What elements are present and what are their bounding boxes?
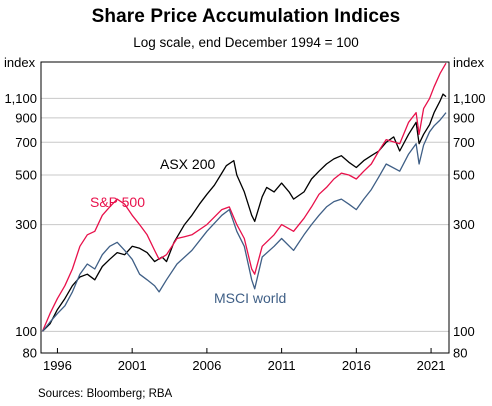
- y-tick-left-700: 700: [15, 135, 37, 150]
- chart-title: Share Price Accumulation Indices: [91, 6, 401, 27]
- y-tick-right-1100: 1,100: [453, 91, 486, 106]
- x-tick-label-2006: 2006: [192, 358, 221, 373]
- series-label-asx: ASX 200: [160, 156, 215, 172]
- x-tick-label-2016: 2016: [342, 358, 371, 373]
- chart-source: Sources: Bloomberg; RBA: [38, 388, 173, 400]
- y-tick-left-300: 300: [15, 217, 37, 232]
- y-tick-left-500: 500: [15, 167, 37, 182]
- y-tick-right-300: 300: [453, 217, 475, 232]
- series-line-msci: [41, 112, 447, 332]
- chart-subtitle: Log scale, end December 1994 = 100: [133, 35, 359, 50]
- series-label-sp: S&P 500: [90, 194, 145, 210]
- x-tick-label-2021: 2021: [417, 358, 446, 373]
- series-label-msci: MSCI world: [214, 290, 286, 306]
- y-tick-right-80: 80: [453, 346, 467, 361]
- y-tick-right-900: 900: [453, 110, 475, 125]
- x-tick-label-2011: 2011: [268, 358, 296, 373]
- y-tick-left-100: 100: [15, 324, 37, 339]
- y-tick-left-1100: 1,100: [4, 91, 37, 106]
- y-axis-unit-left: index: [4, 55, 36, 70]
- y-tick-left-80: 80: [23, 346, 37, 361]
- series-line-sp: [41, 62, 447, 332]
- y-tick-left-900: 900: [15, 110, 37, 125]
- y-tick-right-100: 100: [453, 324, 475, 339]
- y-axis-unit-right: index: [453, 55, 485, 70]
- y-tick-right-500: 500: [453, 167, 475, 182]
- series-line-asx: [42, 93, 447, 332]
- x-tick-label-1996: 1996: [43, 358, 72, 373]
- plot-frame: [40, 61, 450, 354]
- y-tick-right-700: 700: [453, 135, 475, 150]
- x-tick-label-2001: 2001: [118, 358, 147, 373]
